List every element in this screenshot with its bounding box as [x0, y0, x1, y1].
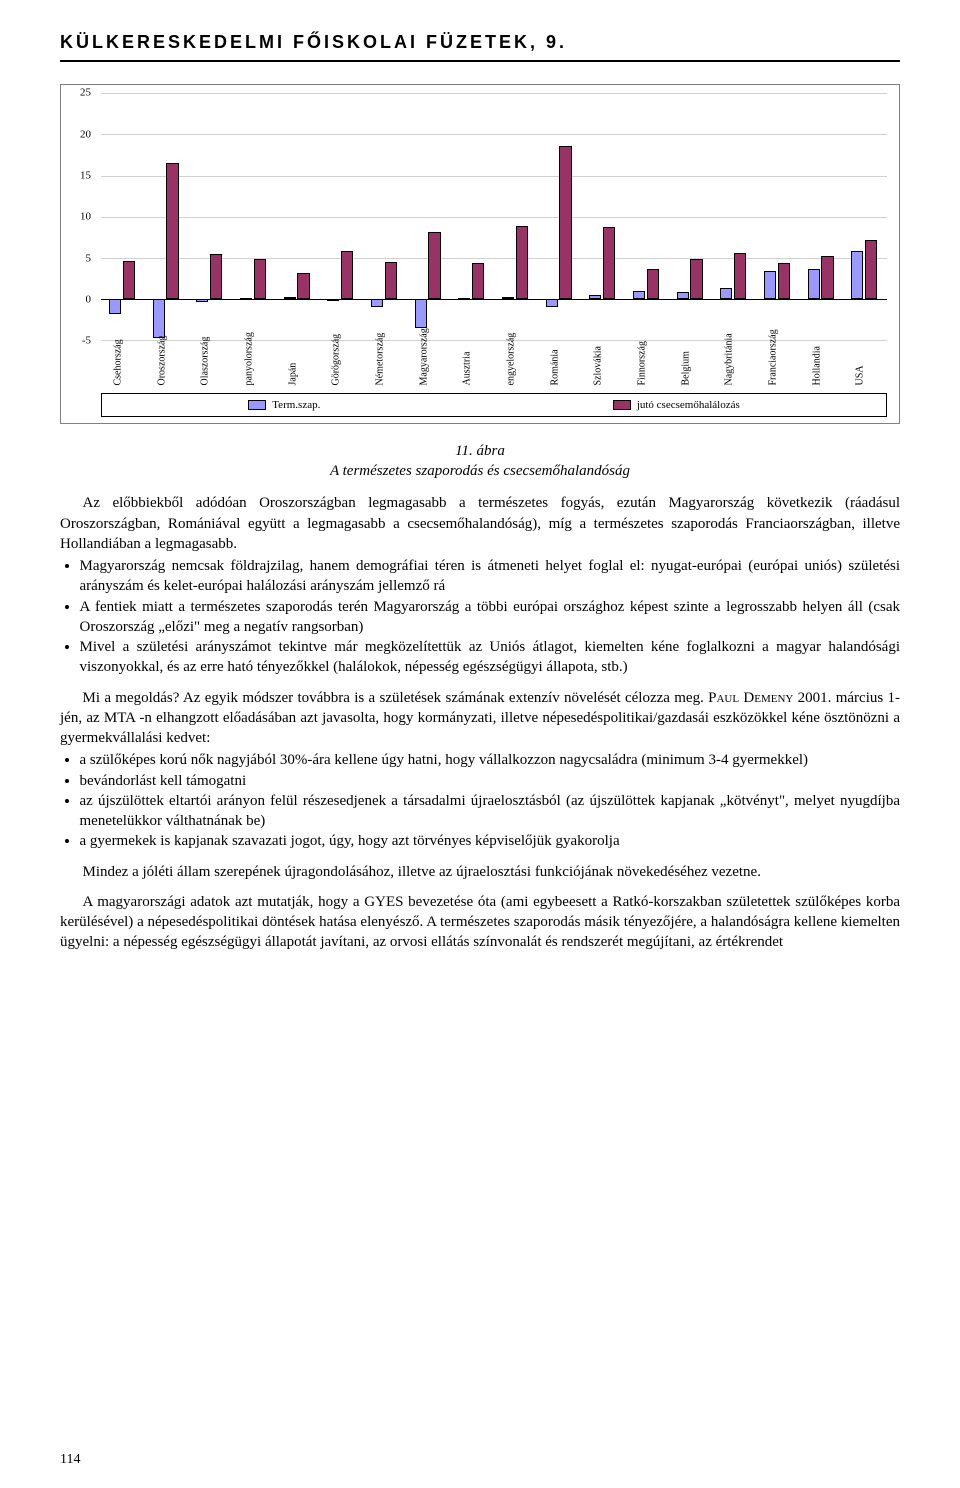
plot-area — [101, 93, 887, 341]
bar — [153, 299, 165, 338]
bar — [502, 297, 514, 299]
bar — [589, 295, 601, 299]
paragraph-3: Mindez a jóléti állam szerepének újragon… — [60, 862, 900, 882]
author-name: Paul Demeny — [708, 690, 793, 706]
bar-group — [669, 93, 713, 340]
list-item: a szülőképes korú nők nagyjából 30%-ára … — [80, 750, 901, 770]
bar — [371, 299, 383, 306]
bar — [808, 269, 820, 299]
y-tick-label: 25 — [80, 86, 91, 101]
bar-group — [712, 93, 756, 340]
paragraph-4: A magyarországi adatok azt mutatják, hog… — [60, 892, 900, 953]
bar-group — [276, 93, 320, 340]
list-item: a gyermekek is kapjanak szavazati jogot,… — [80, 831, 901, 851]
legend-item-mort: jutó csecsemőhalálozás — [613, 398, 740, 413]
list-item: bevándorlást kell támogatni — [80, 771, 901, 791]
bar-group — [843, 93, 887, 340]
bar — [341, 251, 353, 300]
bar-group — [319, 93, 363, 340]
bar — [764, 271, 776, 299]
page-number: 114 — [60, 1451, 80, 1470]
bar — [516, 226, 528, 299]
bar — [690, 259, 702, 299]
bar — [559, 146, 571, 299]
bar — [284, 297, 296, 299]
list-item: A fentiek miatt a természetes szaporodás… — [80, 597, 901, 638]
list-item: Magyarország nemcsak földrajzilag, hanem… — [80, 556, 901, 597]
bar — [415, 299, 427, 328]
bar — [254, 259, 266, 299]
x-axis-labels: CsehországOroszországOlaszországpanyolor… — [101, 341, 887, 385]
para2-prefix: Mi a megoldás? Az egyik módszer továbbra… — [83, 690, 709, 706]
legend-swatch-term — [248, 400, 266, 410]
figure-title: A természetes szaporodás és csecsemőhala… — [330, 463, 630, 479]
y-tick-label: 5 — [86, 251, 92, 266]
bullet-list-1: Magyarország nemcsak földrajzilag, hanem… — [60, 556, 900, 678]
bar — [472, 263, 484, 299]
legend-label-term: Term.szap. — [272, 398, 320, 413]
bar — [458, 298, 470, 300]
chart-legend: Term.szap. jutó csecsemőhalálozás — [101, 393, 887, 417]
bar — [633, 291, 645, 299]
bar-group — [581, 93, 625, 340]
bar-group — [756, 93, 800, 340]
legend-label-mort: jutó csecsemőhalálozás — [637, 398, 740, 413]
bar — [123, 261, 135, 299]
bar-group — [188, 93, 232, 340]
paragraph-1: Az előbbiekből adódóan Oroszországban le… — [60, 493, 900, 554]
paragraph-2: Mi a megoldás? Az egyik módszer továbbra… — [60, 688, 900, 749]
y-tick-label: 15 — [80, 169, 91, 184]
figure-number: 11. ábra — [455, 443, 505, 459]
bar — [385, 262, 397, 299]
bar — [166, 163, 178, 299]
page-header: KÜLKERESKEDELMI FŐISKOLAI FÜZETEK, 9. — [60, 30, 900, 62]
bar — [778, 263, 790, 299]
bar-group — [145, 93, 189, 340]
bar — [210, 254, 222, 299]
bar-group — [494, 93, 538, 340]
bar — [865, 240, 877, 299]
y-axis-labels: -50510152025 — [61, 93, 97, 341]
bar — [109, 299, 121, 314]
bullet-list-2: a szülőképes korú nők nagyjából 30%-ára … — [60, 750, 900, 851]
bar — [546, 299, 558, 306]
bar-group — [232, 93, 276, 340]
list-item: Mivel a születési arányszámot tekintve m… — [80, 637, 901, 678]
bar-group — [363, 93, 407, 340]
bar-group — [101, 93, 145, 340]
bar-group — [800, 93, 844, 340]
list-item: az újszülöttek eltartói arányon felül ré… — [80, 791, 901, 832]
figure-caption: 11. ábra A természetes szaporodás és cse… — [60, 442, 900, 481]
y-tick-label: 0 — [86, 293, 92, 308]
bar-group — [625, 93, 669, 340]
bar — [603, 227, 615, 299]
y-tick-label: 20 — [80, 127, 91, 142]
y-tick-label: -5 — [82, 334, 91, 349]
bar — [297, 273, 309, 299]
y-tick-label: 10 — [80, 210, 91, 225]
bar — [196, 299, 208, 301]
bar-group — [450, 93, 494, 340]
bar — [720, 288, 732, 299]
bar — [821, 256, 833, 299]
legend-item-term: Term.szap. — [248, 398, 320, 413]
bar — [647, 269, 659, 299]
bar — [734, 253, 746, 299]
bar — [677, 292, 689, 299]
bar — [327, 299, 339, 301]
bar — [240, 298, 252, 300]
legend-swatch-mort — [613, 400, 631, 410]
bar — [851, 251, 863, 299]
bar-group — [538, 93, 582, 340]
bar — [428, 232, 440, 299]
bar-group — [407, 93, 451, 340]
chart-frame: -5 0 5 10 15 20 25 CsehországOroszországOlaszo… — [60, 84, 900, 424]
